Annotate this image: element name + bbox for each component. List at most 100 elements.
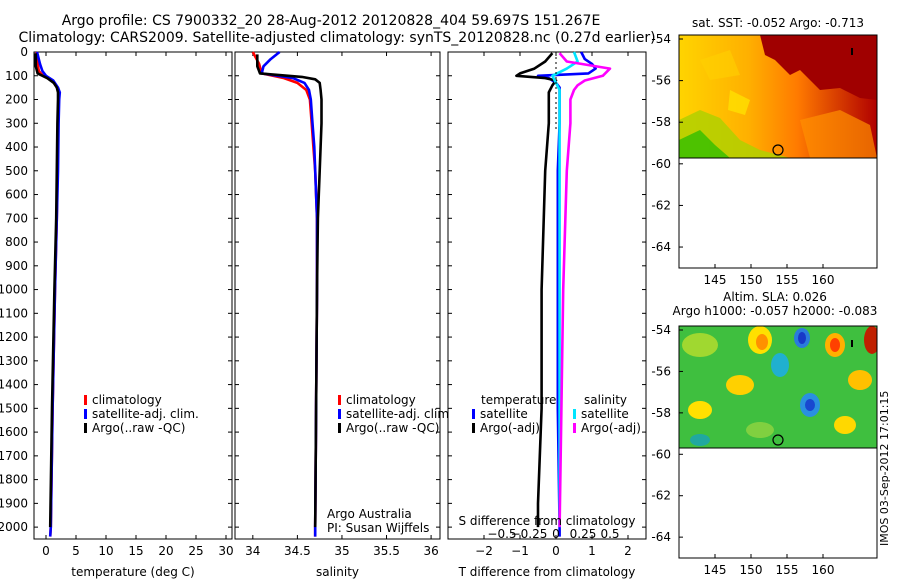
depth-tick-label: 1800 [0,473,28,487]
map-y-tick-label: -60 [651,157,671,171]
argo-location-marker [772,144,784,156]
map-y-tick-label: -54 [651,32,671,46]
depth-tick-label: 500 [5,164,28,178]
x-tick-label: 25 [188,544,203,558]
temperature-profile-plot: 0 5 10 15 20 25 30 temperature (deg C) climatolo… [33,51,234,579]
map-y-tick-label: -62 [651,198,671,212]
x-tick-label: 30 [218,544,233,558]
x2-tick-label: 0.25 [570,527,597,541]
map-x-tick-label: 150 [740,273,763,287]
map-y-tick-label: -58 [651,406,671,420]
legend-swatch [573,409,576,419]
header-line2: Climatology: CARS2009. Satellite-adjuste… [18,30,655,46]
x-tick-label: 34 [245,544,260,558]
depth-tick-label: 400 [5,140,28,154]
x2-tick-label: −0.5 [487,527,516,541]
map-x-tick-label: 160 [812,273,835,287]
depth-tick-label: 1300 [0,354,28,368]
x-tick-label: 35 [334,544,349,558]
x2-axis-label: S difference from climatology [459,514,636,528]
x-tick-label: 5 [72,544,80,558]
map-y-tick-label: -54 [651,323,671,337]
x-axis-label: salinity [316,565,359,579]
annotation-text: Argo Australia [327,507,412,521]
x-tick-label: 34.5 [284,544,311,558]
sla-map-title: Altim. SLA: 0.026 [723,290,827,304]
depth-tick-label: 300 [5,116,28,130]
sst-map: sat. SST: -0.052 Argo: -0.713 -54 -56 -58 -… [651,16,878,287]
header-line1: Argo profile: CS 7900332_20 28-Aug-2012 … [62,13,601,29]
x-tick-label: 36 [423,544,438,558]
map-y-tick-label: -64 [651,240,671,254]
legend-swatch [472,409,475,419]
sla-map-axes: -54 -56 -58 -60 -62 -64 145 150 155 160 [651,323,834,577]
sst-map-axes: -54 -56 -58 -60 -62 -64 145 150 155 160 [651,32,834,287]
legend-label: Argo(-adj) [581,421,641,435]
series-line-t-argo-adj- [515,52,558,528]
sst-map-title: sat. SST: -0.052 Argo: -0.713 [692,16,864,30]
legend-swatch [338,395,341,405]
depth-tick-label: 1700 [0,449,28,463]
legend-label: satellite-adj. clim. [92,407,199,421]
depth-tick-label: 200 [5,93,28,107]
map-y-tick-label: -60 [651,447,671,461]
x-tick-label: 0 [42,544,50,558]
sla-map-field [679,326,877,448]
depth-tick-label: 1500 [0,401,28,415]
x2-tick-label: −0.25 [511,527,548,541]
legend-title: temperature [481,393,556,407]
series-line-s-satellite [551,51,579,528]
depth-tick-label: 800 [5,235,28,249]
legend-swatch [338,409,341,419]
map-x-tick-label: 160 [812,563,835,577]
depth-tick-label: 1200 [0,330,28,344]
map-x-tick-label: 145 [704,273,727,287]
legend-title: salinity [584,393,627,407]
depth-tick-label: 0 [20,45,28,59]
depth-tick-label: 1100 [0,306,28,320]
x-tick-label: 2 [624,544,632,558]
salinity-profile-plot: 34 34.5 35 35.5 36 salinity climatologysatelli… [234,50,453,579]
annotation-text: PI: Susan Wijffels [327,521,429,535]
depth-axis: 0 100 200 300 400 500 600 700 800 900 1000 1100 1200… [0,45,28,534]
x-tick-label: 0 [552,544,560,558]
legend-swatch [472,423,475,433]
legend-label: Argo(..raw -QC) [92,421,185,435]
depth-tick-label: 2000 [0,520,28,534]
legend-label: climatology [346,393,416,407]
legend-label: satellite-adj. clim. [346,407,453,421]
legend-swatch [84,423,87,433]
depth-tick-label: 600 [5,188,28,202]
legend-label: Argo(..raw -QC) [346,421,439,435]
argo-location-marker-sla [772,434,784,446]
sla-map: Altim. SLA: 0.026 Argo h1000: -0.057 h20… [651,290,878,577]
plot-frame [234,51,441,540]
x-tick-label: 20 [158,544,173,558]
series-line-s-argo-adj- [558,52,612,528]
depth-tick-label: 1600 [0,425,28,439]
depth-tick-label: 700 [5,211,28,225]
depth-tick-label: 1000 [0,283,28,297]
map-x-tick-label: 155 [776,563,799,577]
map-y-tick-label: -56 [651,74,671,88]
x-tick-label: 10 [98,544,113,558]
legend-label: Argo(-adj) [480,421,540,435]
legend-swatch [573,423,576,433]
series-line-argo-raw-qc- [255,54,323,528]
depth-tick-label: 1900 [0,496,28,510]
legend-label: satellite [480,407,528,421]
legend-label: satellite [581,407,629,421]
depth-tick-label: 900 [5,259,28,273]
depth-tick-label: 1400 [0,378,28,392]
legend-label: climatology [92,393,162,407]
x-tick-label: 35.5 [373,544,400,558]
legend-swatch [84,395,87,405]
legend-swatch [84,409,87,419]
map-y-tick-label: -64 [651,530,671,544]
map-y-tick-label: -58 [651,115,671,129]
x-axis-label: T difference from climatology [458,565,636,579]
map-y-tick-label: -56 [651,364,671,378]
x-tick-label: −2 [475,544,493,558]
map-y-tick-label: -62 [651,489,671,503]
